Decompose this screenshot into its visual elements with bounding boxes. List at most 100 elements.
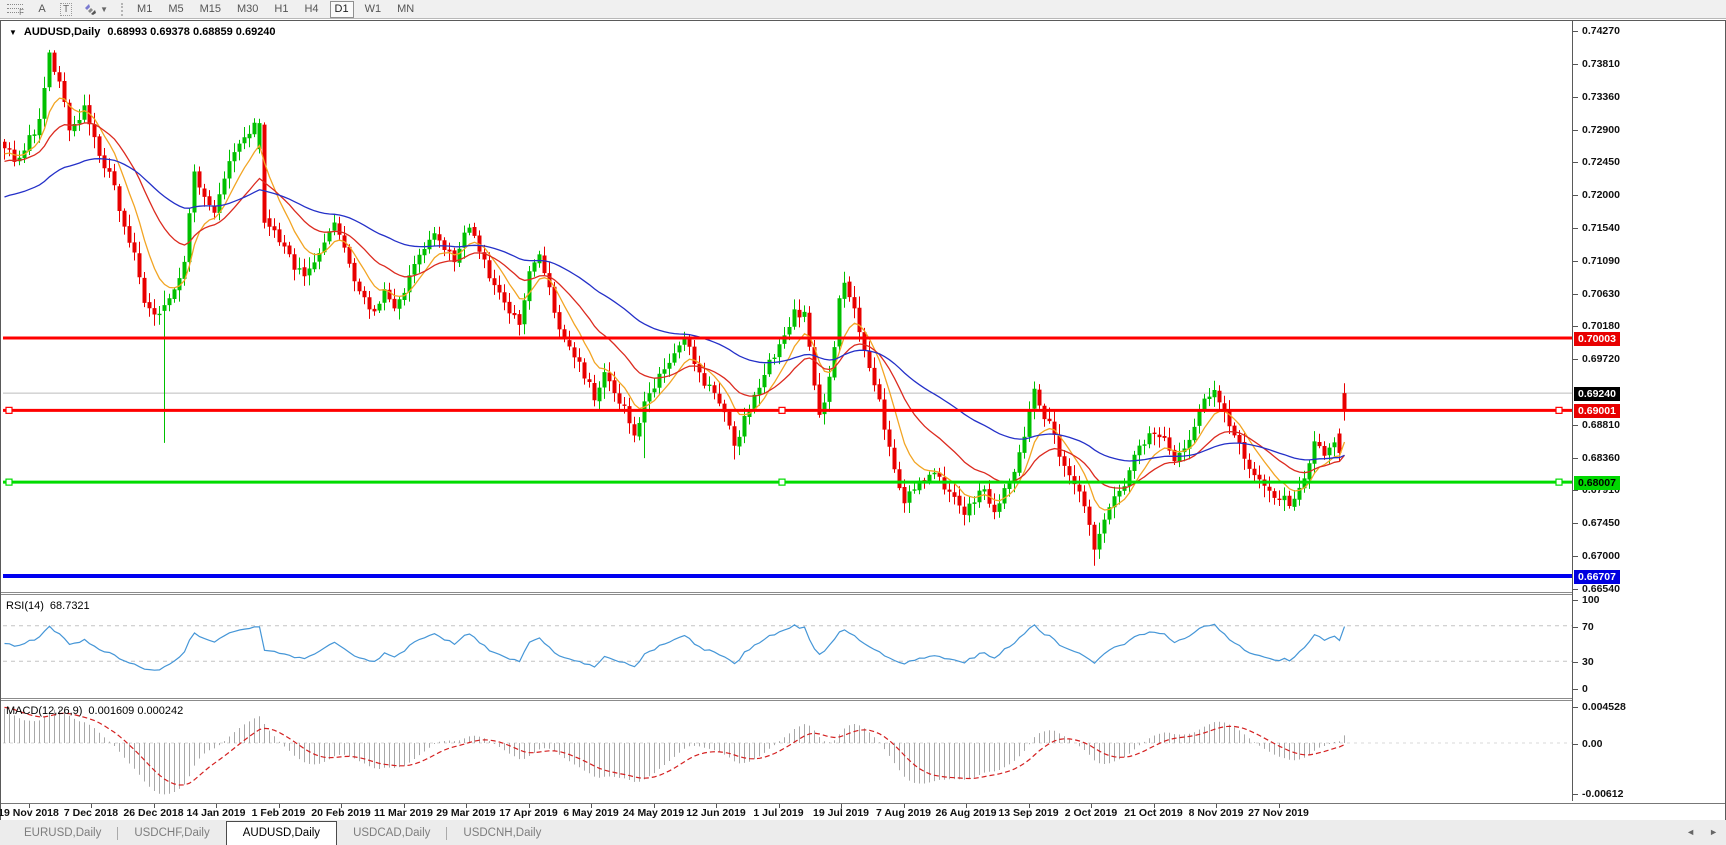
fibonacci-tool-button[interactable]: F — [2, 1, 29, 18]
text-label-icon: A — [38, 3, 46, 15]
chart-window: 19 Nov 2018 7 Dec 2018 26 Dec 2018 14 Jan 2… — [0, 20, 1726, 821]
timeframe-button-mn[interactable]: MN — [397, 3, 415, 15]
time-tick-mark — [1216, 804, 1217, 808]
axis-tick-mark — [1573, 600, 1578, 601]
chart-symbol: AUDUSD,Daily — [23, 26, 101, 38]
timeframe-button-m15[interactable]: M15 — [199, 3, 221, 15]
slow-ma — [4, 158, 1345, 462]
price-tick-label: 0.72900 — [1582, 124, 1620, 136]
price-tick-label: 0.70630 — [1582, 288, 1620, 300]
time-tick-mark — [1153, 804, 1155, 808]
price-tick-label: 100 — [1582, 594, 1600, 606]
axis-tick-mark — [1573, 523, 1578, 524]
chevron-down-icon: ▼ — [100, 4, 109, 14]
date-label: 26 Aug 2019 — [935, 807, 997, 819]
axis-tick-mark — [1573, 130, 1578, 131]
tab-scroll-right-icon[interactable]: ► — [1709, 827, 1718, 837]
time-tick-mark — [716, 804, 717, 808]
rsi-value: 68.7321 — [49, 600, 90, 612]
hline-price-tag: 0.66707 — [1574, 570, 1620, 584]
timeframe-button-m30[interactable]: M30 — [237, 3, 259, 15]
tab-eurusd-daily[interactable]: EURUSD,Daily — [24, 827, 102, 839]
text-box-tool-button[interactable]: T — [55, 1, 77, 18]
date-label: 6 May 2019 — [563, 807, 619, 819]
price-tick-label: 0.004528 — [1582, 701, 1626, 713]
date-label: 2 Oct 2019 — [1064, 807, 1118, 819]
current-price-tag: 0.69240 — [1574, 387, 1620, 401]
tab-usdcad-daily[interactable]: USDCAD,Daily — [353, 827, 431, 839]
price-tick-label: 0.67450 — [1582, 517, 1620, 529]
tab-audusd-daily[interactable]: AUDUSD,Daily — [225, 821, 338, 845]
arrows-tool-button[interactable]: ▼ — [79, 1, 113, 18]
axis-tick-mark — [1573, 64, 1578, 65]
hline-price-tag: 0.68007 — [1574, 476, 1620, 490]
axis-tick-mark — [1573, 662, 1578, 663]
axis-tick-mark — [1573, 556, 1578, 557]
text-label-tool-button[interactable]: A — [31, 1, 53, 18]
chart-ohlc-values: 0.68993 0.69378 0.68859 0.69240 — [107, 26, 276, 38]
tab-divider — [117, 827, 119, 840]
date-label: 14 Jan 2019 — [186, 807, 246, 819]
pane-separator[interactable] — [1, 698, 1725, 701]
date-label: 24 May 2019 — [622, 807, 685, 819]
price-tick-label: 0.67000 — [1582, 550, 1620, 562]
tab-scroll-left-icon[interactable]: ◄ — [1686, 827, 1696, 837]
price-tick-label: 70 — [1582, 621, 1594, 633]
rsi-pane[interactable] — [3, 596, 1572, 698]
time-tick-mark — [966, 804, 967, 808]
price-tick-label: 0.00 — [1582, 738, 1603, 750]
pane-separator[interactable] — [1, 592, 1725, 595]
timeframe-button-m1[interactable]: M1 — [137, 3, 153, 15]
axis-tick-mark — [1573, 195, 1578, 196]
tab-usdchf-daily[interactable]: USDCHF,Daily — [134, 827, 210, 839]
timeframe-button-m5[interactable]: M5 — [168, 3, 184, 15]
hline-price-tag: 0.69001 — [1574, 404, 1620, 418]
timeframe-button-h4[interactable]: H4 — [304, 3, 319, 15]
date-label: 26 Dec 2018 — [123, 807, 184, 819]
main-price-pane[interactable] — [3, 22, 1572, 592]
axis-tick-mark — [1573, 261, 1578, 262]
fibonacci-icon: F — [7, 3, 24, 17]
timeframe-button-w1[interactable]: W1 — [364, 3, 382, 15]
axis-tick-mark — [1573, 359, 1578, 360]
date-label: 7 Dec 2018 — [63, 807, 119, 819]
axis-tick-mark — [1573, 589, 1578, 590]
date-label: 7 Aug 2019 — [875, 807, 932, 819]
price-tick-label: -0.00612 — [1582, 788, 1624, 800]
time-tick-mark — [28, 804, 30, 808]
hline-price-tag: 0.70003 — [1574, 332, 1620, 346]
time-axis[interactable]: 19 Nov 2018 7 Dec 2018 26 Dec 2018 14 Jan 2… — [0, 803, 1725, 821]
price-axis[interactable]: 0.74270 0.73810 0.73360 0.72900 0.72450 0.720… — [1572, 21, 1725, 801]
axis-tick-mark — [1573, 31, 1578, 32]
date-label: 8 Nov 2019 — [1188, 807, 1244, 819]
axis-tick-mark — [1573, 228, 1578, 229]
axis-tick-mark — [1573, 458, 1578, 459]
date-label: 12 Jun 2019 — [686, 807, 746, 819]
time-tick-mark — [1278, 804, 1280, 808]
time-tick-mark — [1091, 804, 1092, 808]
date-label: 29 Mar 2019 — [436, 807, 496, 819]
price-tick-label: 0.74270 — [1582, 25, 1620, 37]
toolbar: F A T ▼ M1 M5 M15 M30 H1 H4 D1 W1 MN — [0, 0, 1726, 19]
chart-title: ▼ AUDUSD,Daily 0.68993 0.69378 0.68859 0… — [9, 26, 276, 38]
axis-tick-mark — [1573, 162, 1578, 163]
macd-pane[interactable] — [3, 701, 1572, 803]
date-label: 20 Feb 2019 — [311, 807, 371, 819]
date-label: 21 Oct 2019 — [1124, 807, 1183, 819]
macd-name: MACD(12,26,9) — [6, 705, 83, 717]
date-label: 11 Mar 2019 — [374, 807, 433, 819]
date-label: 1 Feb 2019 — [251, 807, 306, 819]
time-tick-mark — [341, 804, 342, 808]
timeframe-button-d1[interactable]: D1 — [329, 0, 354, 18]
rsi-label: RSI(14) 68.7321 — [6, 600, 90, 612]
time-tick-mark — [841, 804, 842, 808]
price-tick-label: 0.71090 — [1582, 255, 1620, 267]
axis-tick-mark — [1573, 794, 1578, 795]
tab-usdcnh-daily[interactable]: USDCNH,Daily — [463, 827, 542, 839]
time-tick-mark — [466, 804, 467, 808]
price-tick-label: 0.73360 — [1582, 91, 1620, 103]
date-label: 13 Sep 2019 — [998, 807, 1059, 819]
mid-ma — [4, 122, 1346, 489]
timeframe-button-h1[interactable]: H1 — [274, 3, 289, 15]
price-tick-label: 0.68810 — [1582, 419, 1620, 431]
